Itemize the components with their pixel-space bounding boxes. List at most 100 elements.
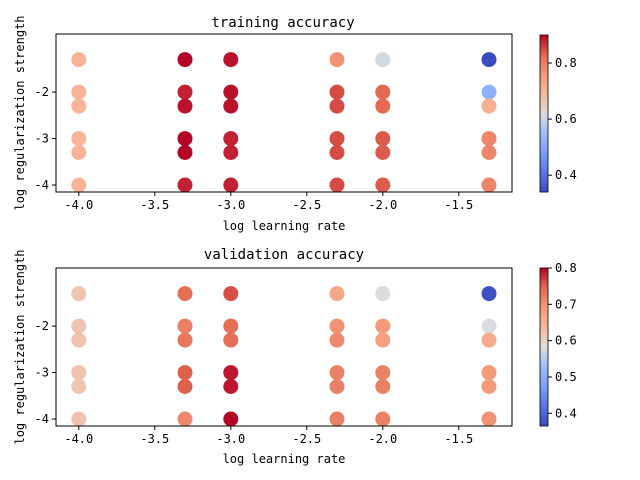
validation-ytick-label-2: -4: [35, 412, 49, 426]
training-xtick-label-1: -3.5: [140, 198, 169, 212]
training-point-29: [375, 177, 391, 193]
training-point-10: [177, 145, 193, 160]
validation-point-27: [375, 365, 391, 381]
training-ylabel: log regularization strength: [13, 15, 27, 210]
validation-y-ticks: -2 -3 -4: [35, 319, 56, 426]
validation-colorbar: [539, 267, 549, 427]
training-point-33: [481, 131, 497, 147]
training-point-16: [223, 145, 239, 160]
training-title: training accuracy: [211, 15, 354, 31]
validation-xtick-label-1: -3.5: [140, 432, 169, 446]
validation-cbar-tick-label-1: 0.5: [555, 370, 577, 384]
training-point-22: [329, 145, 345, 160]
validation-point-24: [375, 286, 391, 302]
training-point-14: [223, 98, 239, 114]
validation-point-35: [481, 411, 497, 427]
training-x-ticks: -4.0 -3.5 -3.0 -2.5 -2.0 -1.5: [64, 192, 473, 212]
validation-cbar-tick-label-4: 0.8: [555, 261, 577, 275]
training-point-26: [375, 98, 391, 114]
validation-x-ticks: -4.0 -3.5 -3.0 -2.5 -2.0 -1.5: [64, 426, 473, 446]
validation-point-30: [481, 286, 497, 302]
validation-xtick-label-0: -4.0: [64, 432, 93, 446]
validation-panel: validation accuracy -4.0 -3.5 -3.0 -2.5 -2.0…: [13, 247, 577, 466]
validation-point-3: [71, 365, 87, 381]
training-point-17: [223, 177, 239, 193]
training-point-21: [329, 131, 345, 147]
validation-cbar-tick-label-3: 0.7: [555, 297, 577, 311]
validation-point-11: [177, 411, 193, 427]
validation-xtick-label-3: -2.5: [292, 432, 321, 446]
training-point-0: [71, 52, 87, 68]
validation-point-22: [329, 379, 345, 394]
training-y-ticks: -2 -3 -4: [35, 85, 56, 192]
training-xtick-label-4: -2.0: [368, 198, 397, 212]
validation-point-23: [329, 411, 345, 427]
training-point-5: [71, 177, 87, 193]
training-point-6: [177, 52, 193, 68]
training-xtick-label-5: -1.5: [444, 198, 473, 212]
training-cbar-tick-label-0: 0.4: [555, 168, 577, 182]
training-point-11: [177, 177, 193, 193]
validation-point-13: [223, 318, 239, 334]
training-point-31: [481, 84, 497, 100]
validation-point-0: [71, 286, 87, 302]
validation-point-26: [375, 332, 391, 348]
validation-xtick-label-4: -2.0: [368, 432, 397, 446]
training-xtick-label-2: -3.0: [216, 198, 245, 212]
validation-point-7: [177, 318, 193, 334]
validation-plot-frame: [55, 267, 513, 427]
training-colorbar-ticks: 0.4 0.6 0.8: [548, 56, 577, 182]
training-colorbar: [539, 34, 549, 193]
training-point-8: [177, 98, 193, 114]
training-point-1: [71, 84, 87, 100]
validation-point-28: [375, 379, 391, 394]
validation-point-8: [177, 332, 193, 348]
validation-point-5: [71, 411, 87, 427]
training-point-13: [223, 84, 239, 100]
validation-point-16: [223, 379, 239, 394]
training-point-7: [177, 84, 193, 100]
validation-ylabel: log regularization strength: [13, 249, 27, 444]
validation-point-9: [177, 365, 193, 381]
validation-point-1: [71, 318, 87, 334]
validation-point-6: [177, 286, 193, 302]
validation-xtick-label-5: -1.5: [444, 432, 473, 446]
validation-cbar-tick-label-0: 0.4: [555, 406, 577, 420]
training-point-34: [481, 145, 497, 160]
training-points: [71, 52, 497, 193]
training-point-19: [329, 84, 345, 100]
validation-point-14: [223, 332, 239, 348]
validation-point-31: [481, 318, 497, 334]
validation-point-33: [481, 365, 497, 381]
training-point-35: [481, 177, 497, 193]
validation-point-21: [329, 365, 345, 381]
training-point-9: [177, 131, 193, 147]
training-point-2: [71, 98, 87, 114]
validation-points: [71, 286, 497, 427]
validation-point-2: [71, 332, 87, 348]
validation-cbar-tick-label-2: 0.6: [555, 334, 577, 348]
validation-title: validation accuracy: [204, 247, 364, 263]
training-point-15: [223, 131, 239, 147]
validation-point-34: [481, 379, 497, 394]
validation-point-20: [329, 332, 345, 348]
validation-point-32: [481, 332, 497, 348]
validation-point-29: [375, 411, 391, 427]
validation-xlabel: log learning rate: [223, 452, 346, 466]
training-point-3: [71, 131, 87, 147]
training-point-27: [375, 131, 391, 147]
training-xtick-label-0: -4.0: [64, 198, 93, 212]
training-point-4: [71, 145, 87, 160]
training-point-28: [375, 145, 391, 160]
training-point-32: [481, 98, 497, 114]
validation-ytick-label-0: -2: [35, 319, 49, 333]
validation-point-12: [223, 286, 239, 302]
validation-point-19: [329, 318, 345, 334]
training-point-12: [223, 52, 239, 68]
validation-point-25: [375, 318, 391, 334]
validation-ytick-label-1: -3: [35, 366, 49, 380]
training-cbar-tick-label-1: 0.6: [555, 112, 577, 126]
training-panel: training accuracy -4.0 -3.5 -3.0 -2.5 -2.0 -1…: [13, 15, 577, 233]
training-point-24: [375, 52, 391, 68]
